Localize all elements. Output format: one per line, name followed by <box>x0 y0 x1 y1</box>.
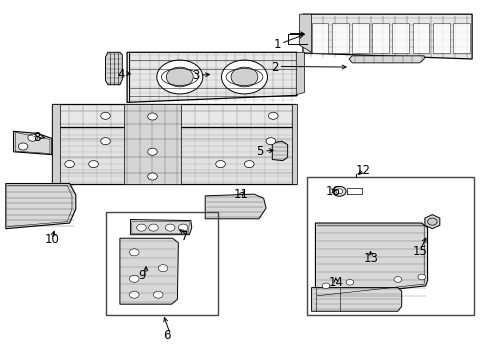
Text: 3: 3 <box>191 69 199 82</box>
Text: 8: 8 <box>34 131 41 144</box>
Bar <box>105 212 218 315</box>
Circle shape <box>18 143 28 150</box>
Circle shape <box>147 173 157 180</box>
Polygon shape <box>105 52 122 85</box>
Polygon shape <box>6 184 76 229</box>
Text: 13: 13 <box>363 252 377 265</box>
Bar <box>432 23 448 53</box>
Circle shape <box>136 224 146 231</box>
Text: 10: 10 <box>44 234 59 247</box>
Polygon shape <box>292 104 297 184</box>
Circle shape <box>166 67 193 87</box>
Circle shape <box>244 161 254 168</box>
Polygon shape <box>299 14 311 52</box>
Polygon shape <box>52 104 296 128</box>
Bar <box>452 23 469 53</box>
Polygon shape <box>14 131 52 154</box>
Polygon shape <box>272 141 287 161</box>
Text: 12: 12 <box>355 164 370 177</box>
Text: 5: 5 <box>256 145 264 158</box>
Bar <box>306 177 472 315</box>
Circle shape <box>157 60 203 94</box>
Text: 14: 14 <box>328 276 343 289</box>
Circle shape <box>101 112 110 119</box>
Circle shape <box>89 161 98 168</box>
Circle shape <box>147 148 157 155</box>
Polygon shape <box>424 215 439 229</box>
Polygon shape <box>315 223 427 298</box>
Circle shape <box>346 279 353 285</box>
Polygon shape <box>348 56 424 63</box>
Circle shape <box>215 161 225 168</box>
Bar <box>391 23 408 53</box>
Bar <box>331 23 348 53</box>
Circle shape <box>158 265 167 272</box>
Text: 9: 9 <box>138 269 145 282</box>
Circle shape <box>129 249 139 256</box>
Circle shape <box>268 112 278 119</box>
Text: 1: 1 <box>273 38 280 51</box>
Polygon shape <box>303 14 471 59</box>
Circle shape <box>101 138 110 145</box>
Text: 6: 6 <box>163 329 170 342</box>
Polygon shape <box>130 220 191 235</box>
Text: 7: 7 <box>181 230 188 243</box>
Circle shape <box>335 189 342 194</box>
Polygon shape <box>205 194 265 219</box>
Polygon shape <box>120 238 178 304</box>
Circle shape <box>165 224 175 231</box>
Circle shape <box>427 218 436 225</box>
Polygon shape <box>296 52 304 95</box>
Bar <box>311 23 328 53</box>
Text: 4: 4 <box>117 68 125 81</box>
Bar <box>412 23 428 53</box>
Text: 16: 16 <box>325 185 340 198</box>
Polygon shape <box>123 104 181 184</box>
Circle shape <box>231 67 257 87</box>
Circle shape <box>28 134 38 141</box>
Circle shape <box>147 113 157 120</box>
Text: 11: 11 <box>233 188 248 201</box>
Polygon shape <box>311 288 401 311</box>
Polygon shape <box>52 104 60 184</box>
Bar <box>371 23 388 53</box>
Circle shape <box>221 60 267 94</box>
Text: 15: 15 <box>411 245 426 258</box>
Circle shape <box>65 161 74 168</box>
Circle shape <box>417 274 425 280</box>
Polygon shape <box>52 127 296 184</box>
Polygon shape <box>127 52 297 102</box>
Circle shape <box>332 186 346 196</box>
Circle shape <box>129 291 139 298</box>
Circle shape <box>148 224 158 231</box>
Bar <box>351 23 368 53</box>
Circle shape <box>129 275 139 282</box>
Circle shape <box>322 283 329 289</box>
Text: 2: 2 <box>270 60 278 73</box>
Circle shape <box>178 224 187 231</box>
Circle shape <box>153 291 163 298</box>
Circle shape <box>265 138 275 145</box>
Circle shape <box>393 277 401 282</box>
